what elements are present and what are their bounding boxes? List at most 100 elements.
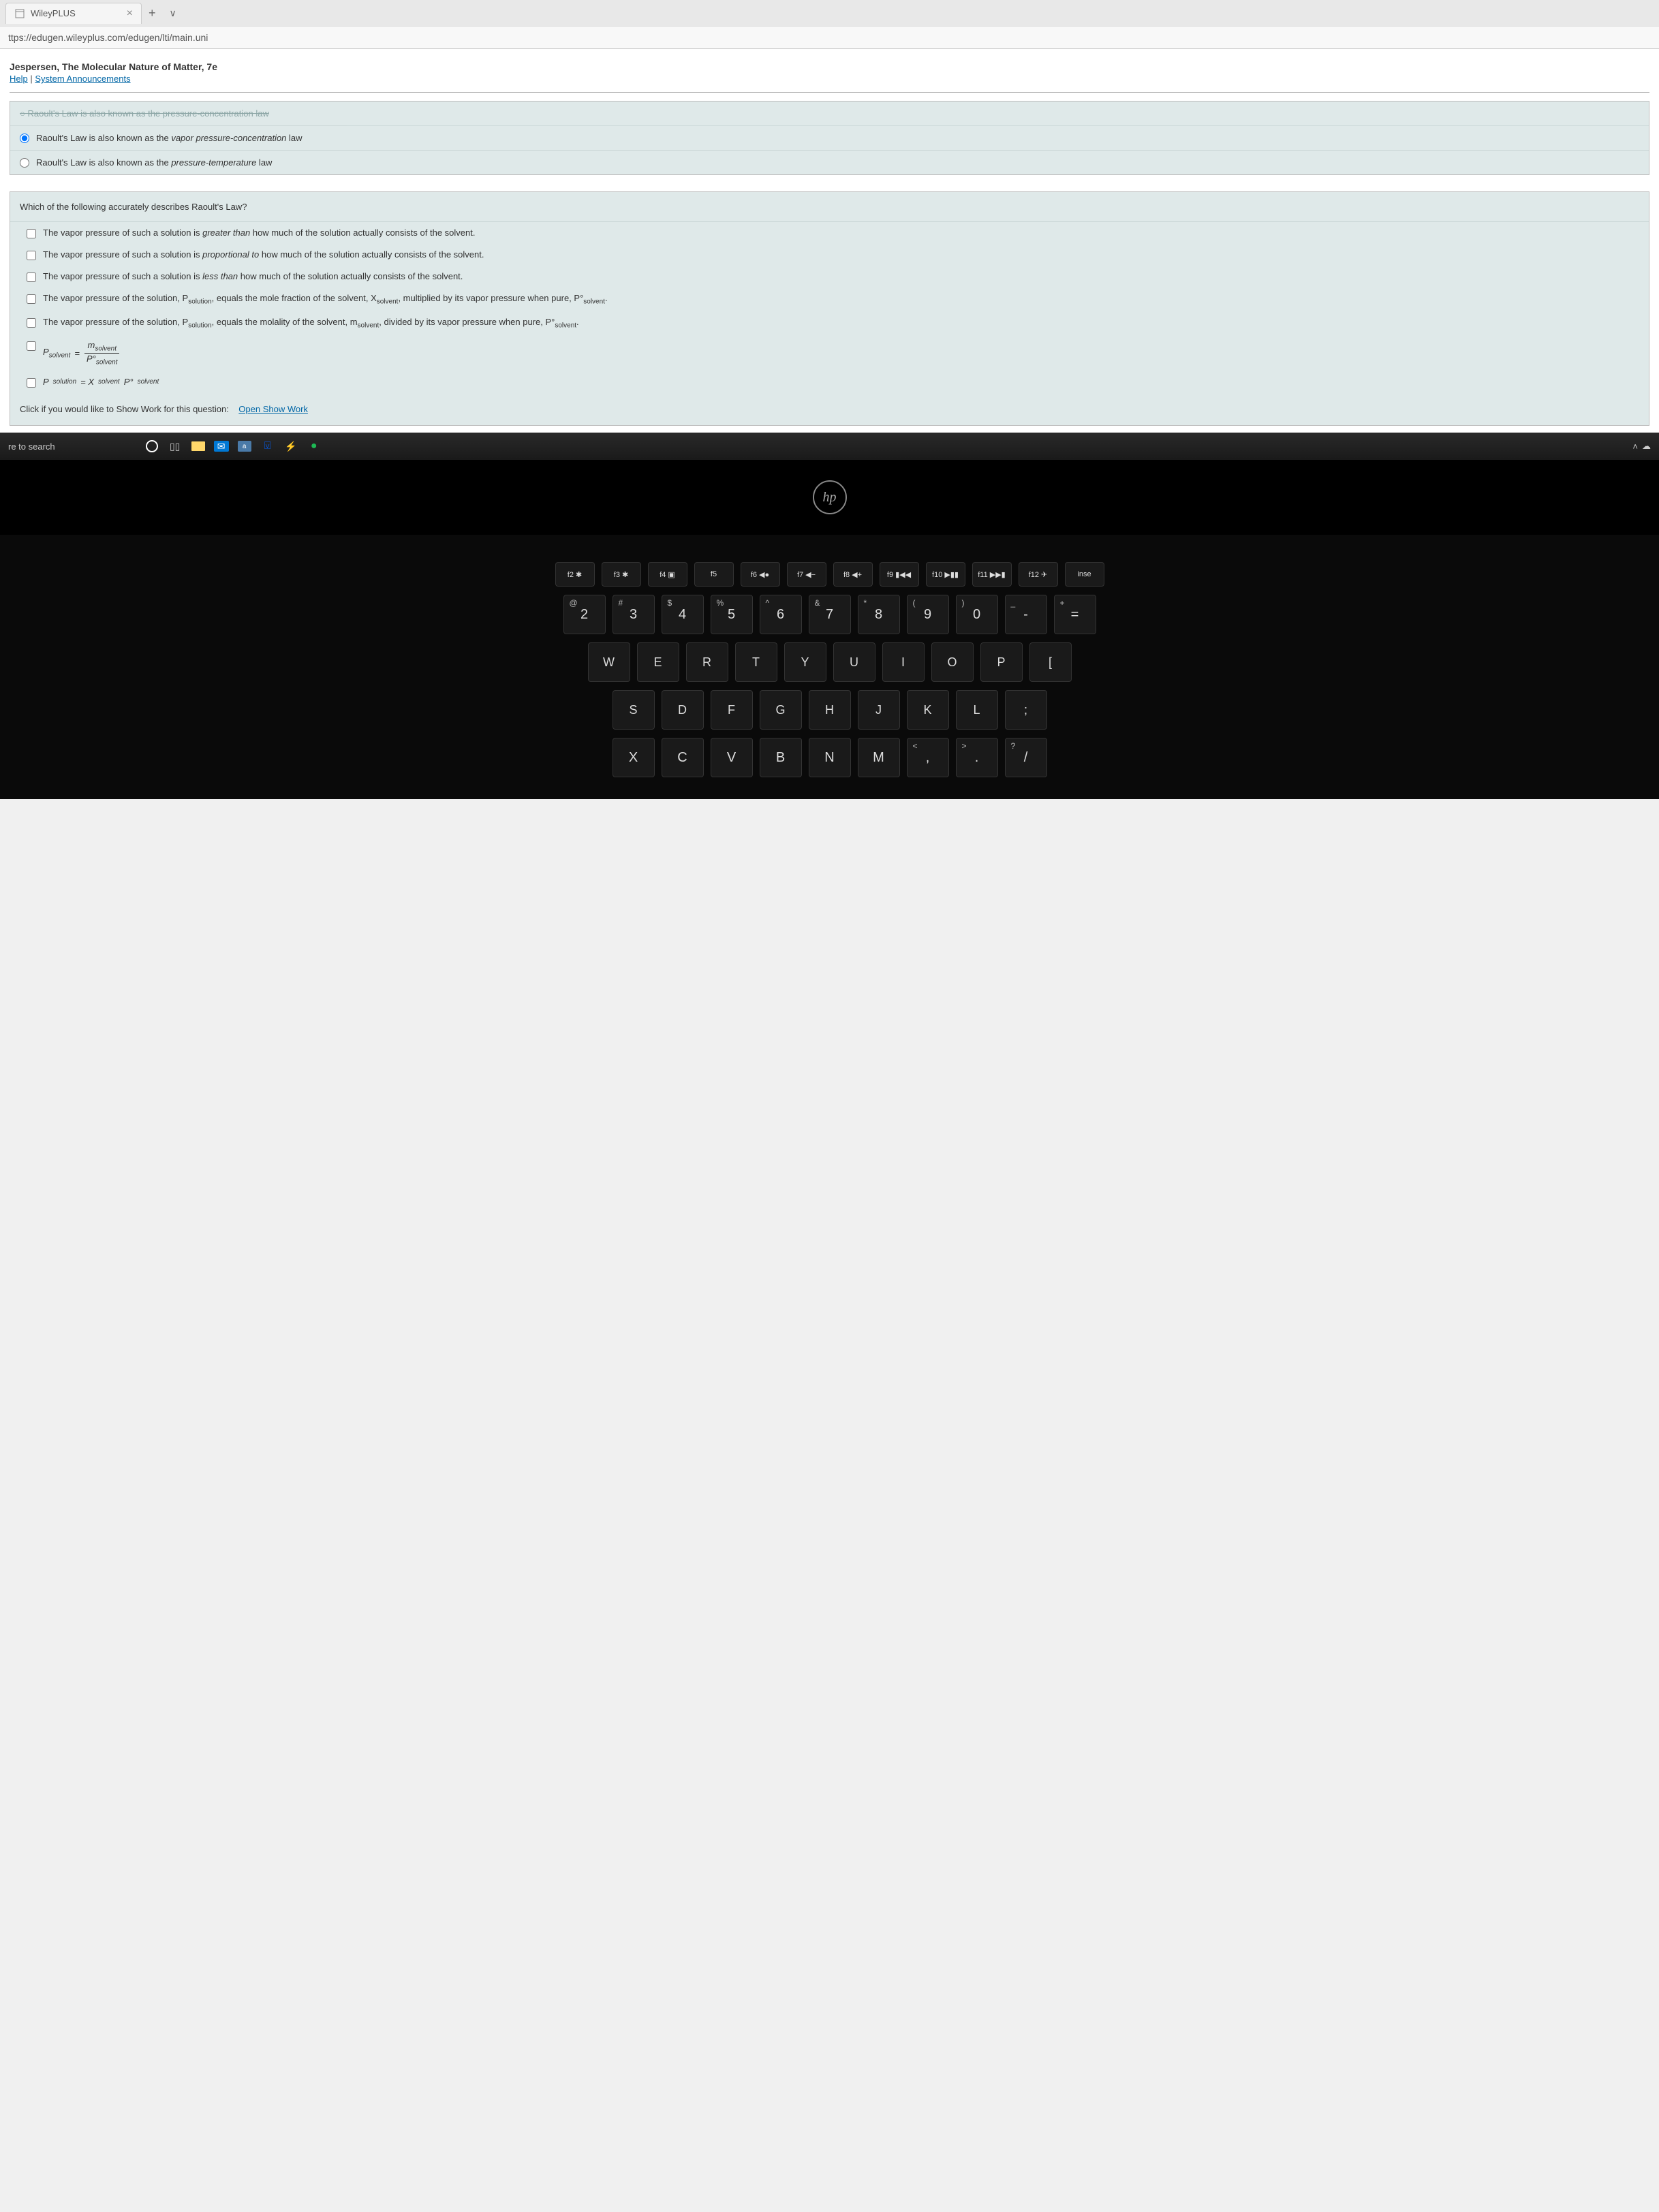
fn-key: f4 ▣ (648, 562, 687, 587)
hp-logo-icon: hp (813, 480, 847, 514)
q2-opt4-text: The vapor pressure of the solution, Psol… (43, 293, 608, 306)
laptop-bezel: hp (0, 460, 1659, 535)
number-row: @2#3$4%5^6&7*8(9)0_-+= (14, 595, 1645, 634)
letter-key: T (735, 642, 777, 682)
page-content: Jespersen, The Molecular Nature of Matte… (0, 49, 1659, 433)
letter-key: [ (1029, 642, 1072, 682)
letter-key: D (662, 690, 704, 730)
q1-radio-c[interactable] (20, 158, 29, 168)
letter-key: ; (1005, 690, 1047, 730)
letter-key: >. (956, 738, 998, 777)
letter-key: S (613, 690, 655, 730)
q2-check-1[interactable] (27, 229, 36, 238)
tray-chevron-icon[interactable]: ˄ (1632, 441, 1638, 452)
laptop-keyboard: f2 ✱f3 ✱f4 ▣f5f6 ◀●f7 ◀−f8 ◀+f9 ▮◀◀f10 ▶… (0, 535, 1659, 799)
task-view-icon[interactable]: ▯▯ (166, 437, 185, 456)
q2-option-3[interactable]: The vapor pressure of such a solution is… (10, 266, 1649, 287)
taskbar-icons: ▯▯ ✉ a ⍌ ⚡ ● (142, 437, 324, 456)
letter-key: V (711, 738, 753, 777)
q2-option-7[interactable]: Psolution = Xsolvent P°solvent (10, 371, 1649, 393)
q2-check-2[interactable] (27, 251, 36, 260)
letter-key: M (858, 738, 900, 777)
announcements-link[interactable]: System Announcements (35, 74, 130, 84)
q1-option-b-text: Raoult's Law is also known as the vapor … (36, 133, 303, 143)
q2-opt7-formula: Psolution = Xsolvent P°solvent (43, 377, 159, 387)
q2-option-4[interactable]: The vapor pressure of the solution, Psol… (10, 287, 1649, 311)
question-2-block: Which of the following accurately descri… (10, 191, 1649, 426)
browser-tab[interactable]: WileyPLUS × (5, 3, 142, 24)
q2-option-5[interactable]: The vapor pressure of the solution, Psol… (10, 311, 1649, 335)
tab-title: WileyPLUS (31, 8, 76, 18)
letter-key: G (760, 690, 802, 730)
fn-key: f11 ▶▶▮ (972, 562, 1012, 587)
q2-opt6-formula: Psolvent = msolvent P°solvent (43, 340, 121, 366)
letter-key: C (662, 738, 704, 777)
file-explorer-icon[interactable] (189, 437, 208, 456)
zxcv-row: XCVBNM<,>.?/ (14, 738, 1645, 777)
q1-radio-b[interactable] (20, 134, 29, 143)
q2-opt3-text: The vapor pressure of such a solution is… (43, 271, 463, 281)
letter-key: L (956, 690, 998, 730)
letter-key: U (833, 642, 875, 682)
fn-key: f8 ◀+ (833, 562, 873, 587)
number-key: %5 (711, 595, 753, 634)
q2-opt2-text: The vapor pressure of such a solution is… (43, 249, 484, 260)
letter-key: J (858, 690, 900, 730)
asdf-row: SDFGHJKL; (14, 690, 1645, 730)
letter-key: ?/ (1005, 738, 1047, 777)
q2-check-3[interactable] (27, 272, 36, 282)
q2-check-4[interactable] (27, 294, 36, 304)
show-work-label: Click if you would like to Show Work for… (20, 404, 229, 414)
tab-bar: WileyPLUS × + ∨ (0, 0, 1659, 26)
number-key: )0 (956, 595, 998, 634)
dropbox-icon[interactable]: ⍌ (258, 437, 277, 456)
fn-key: f12 ✈ (1019, 562, 1058, 587)
open-show-work-link[interactable]: Open Show Work (238, 404, 308, 414)
tab-close-icon[interactable]: × (127, 7, 133, 20)
tab-dropdown-icon[interactable]: ∨ (163, 5, 183, 22)
q2-option-2[interactable]: The vapor pressure of such a solution is… (10, 244, 1649, 266)
q2-check-7[interactable] (27, 378, 36, 388)
letter-key: <, (907, 738, 949, 777)
q2-check-5[interactable] (27, 318, 36, 328)
letter-key: R (686, 642, 728, 682)
q2-check-6[interactable] (27, 341, 36, 351)
number-key: (9 (907, 595, 949, 634)
address-bar[interactable]: ttps://edugen.wileyplus.com/edugen/lti/m… (0, 26, 1659, 48)
fn-key: f10 ▶▮▮ (926, 562, 965, 587)
fn-key: inse (1065, 562, 1104, 587)
new-tab-button[interactable]: + (142, 3, 163, 23)
q2-opt1-text: The vapor pressure of such a solution is… (43, 228, 475, 238)
fn-key: f3 ✱ (602, 562, 641, 587)
q2-option-1[interactable]: The vapor pressure of such a solution is… (10, 222, 1649, 244)
q2-opt5-text: The vapor pressure of the solution, Psol… (43, 317, 579, 330)
app-a-icon[interactable]: a (235, 437, 254, 456)
help-link[interactable]: Help (10, 74, 28, 84)
cortana-icon[interactable] (142, 437, 161, 456)
q2-option-6[interactable]: Psolvent = msolvent P°solvent (10, 334, 1649, 371)
qwerty-row: WERTYUIOP[ (14, 642, 1645, 682)
letter-key: W (588, 642, 630, 682)
number-key: ^6 (760, 595, 802, 634)
number-key: $4 (662, 595, 704, 634)
letter-key: N (809, 738, 851, 777)
letter-key: Y (784, 642, 826, 682)
fn-key: f5 (694, 562, 734, 587)
letter-key: P (980, 642, 1023, 682)
power-icon[interactable]: ⚡ (281, 437, 300, 456)
mail-icon[interactable]: ✉ (212, 437, 231, 456)
book-title: Jespersen, The Molecular Nature of Matte… (10, 61, 1649, 72)
windows-taskbar: re to search ▯▯ ✉ a ⍌ ⚡ ● ˄ ☁ (0, 433, 1659, 460)
fn-key: f2 ✱ (555, 562, 595, 587)
fn-key: f7 ◀− (787, 562, 826, 587)
show-work-row: Click if you would like to Show Work for… (10, 393, 1649, 425)
q1-option-c-text: Raoult's Law is also known as the pressu… (36, 157, 272, 168)
number-key: _- (1005, 595, 1047, 634)
number-key: += (1054, 595, 1096, 634)
q1-option-b[interactable]: Raoult's Law is also known as the vapor … (10, 126, 1649, 151)
fn-key: f9 ▮◀◀ (880, 562, 919, 587)
q1-option-c[interactable]: Raoult's Law is also known as the pressu… (10, 151, 1649, 174)
taskbar-search[interactable]: re to search (8, 441, 137, 452)
tray-cloud-icon[interactable]: ☁ (1642, 441, 1651, 452)
spotify-icon[interactable]: ● (305, 437, 324, 456)
